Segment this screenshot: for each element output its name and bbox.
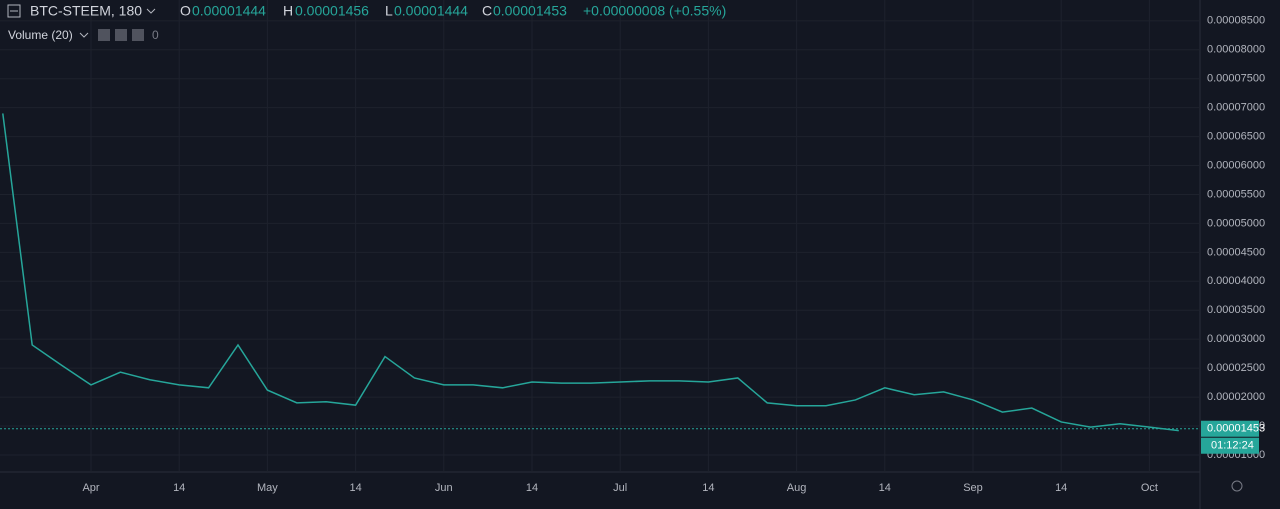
- last-price-label: 0.00001453: [1207, 423, 1265, 435]
- x-tick-label: Aug: [787, 482, 807, 494]
- y-tick-label: 0.00008500: [1207, 15, 1265, 27]
- y-tick-label: 0.00007000: [1207, 102, 1265, 114]
- symbol[interactable]: BTC-STEEM, 180: [30, 3, 142, 19]
- y-tick-label: 0.00005500: [1207, 188, 1265, 200]
- x-tick-label: Jul: [613, 482, 627, 494]
- volume-dropdown[interactable]: [79, 32, 89, 38]
- countdown-tag: [1201, 437, 1259, 454]
- price-line: [2, 113, 1179, 432]
- x-tick-label: May: [257, 482, 278, 494]
- close-label: C: [482, 3, 492, 19]
- high-label: H: [283, 3, 293, 19]
- volume-label[interactable]: Volume (20): [8, 28, 73, 42]
- y-tick-label: 0.00006500: [1207, 131, 1265, 143]
- y-tick-label: 0.00004000: [1207, 275, 1265, 287]
- hide-icon[interactable]: [98, 29, 110, 41]
- x-tick-label: Sep: [963, 482, 983, 494]
- symbol-dropdown[interactable]: [146, 8, 156, 14]
- open-value: 0.00001444: [192, 3, 266, 19]
- y-tick-label: 0.00004500: [1207, 246, 1265, 258]
- x-tick-label: 14: [526, 482, 538, 494]
- y-tick-label: 0.00002500: [1207, 362, 1265, 374]
- x-tick-label: Apr: [82, 482, 99, 494]
- change: +0.00000008 (+0.55%): [583, 3, 726, 19]
- collapse-icon[interactable]: [7, 4, 21, 18]
- x-tick-label: 14: [879, 482, 891, 494]
- y-tick-label: 0.00008000: [1207, 44, 1265, 56]
- x-tick-label: 14: [349, 482, 361, 494]
- countdown: 01:12:24: [1211, 440, 1254, 452]
- settings-gear[interactable]: [1231, 480, 1243, 492]
- y-tick-label: 0.00002000: [1207, 391, 1265, 403]
- y-tick-label: 0.00007500: [1207, 73, 1265, 85]
- settings-icon[interactable]: [115, 29, 127, 41]
- close-value: 0.00001453: [493, 3, 567, 19]
- y-tick-label: 0.00003000: [1207, 333, 1265, 345]
- x-tick-label: Jun: [435, 482, 453, 494]
- y-tick-label: 0.00006000: [1207, 159, 1265, 171]
- low-label: L: [385, 3, 393, 19]
- open-label: O: [180, 3, 191, 19]
- close-icon[interactable]: [132, 29, 144, 41]
- volume-value: 0: [152, 28, 159, 42]
- y-tick-label: 0.00003500: [1207, 304, 1265, 316]
- x-tick-label: 14: [702, 482, 714, 494]
- x-tick-label: Oct: [1141, 482, 1158, 494]
- x-tick-label: 14: [1055, 482, 1067, 494]
- low-value: 0.00001444: [394, 3, 468, 19]
- y-tick-label: 0.00005000: [1207, 217, 1265, 229]
- high-value: 0.00001456: [295, 3, 369, 19]
- x-tick-label: 14: [173, 482, 185, 494]
- last-price-tag: [1201, 420, 1259, 437]
